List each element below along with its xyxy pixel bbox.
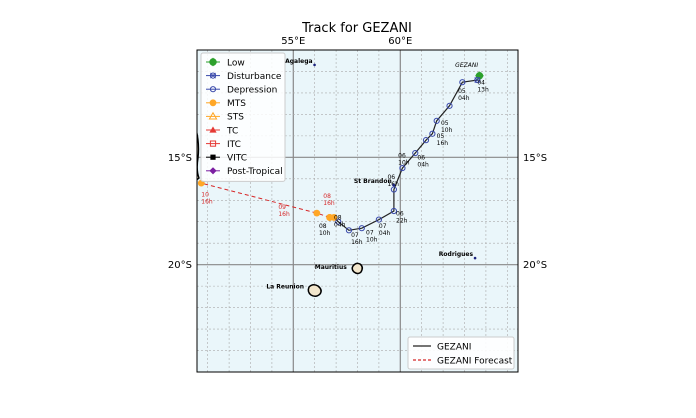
x-tick-label-top: 60°E [388,36,412,47]
legend-marker-x [210,72,216,79]
track-point-label: 07 [366,230,374,237]
chart-title: Track for GEZANI [301,21,412,36]
legend-label: VITC [227,154,247,164]
legend-label: TC [226,126,238,136]
track-point-label: 04h [379,230,391,237]
track-point-label: 07 [379,223,387,230]
forecast-track-line [201,182,330,218]
legend-label: STS [227,113,244,123]
place-labels: Agalega St Brandon Rodrigues Mauritius La Re… [266,58,477,290]
track-point-label: 04h [417,161,429,168]
track-point-label: 10 [201,192,209,199]
track-point-depression [390,207,397,215]
track-point-depression [399,164,406,172]
track-point-depression [335,218,342,225]
legend-marker [209,99,217,107]
y-tick-label-left: 15°S [168,153,192,164]
track-point-label: 22h [396,217,408,224]
track-point-label: 05 [441,120,449,127]
track-point-label: 09 [278,204,286,211]
mauritius-island [351,262,364,275]
track-point-depression [412,149,419,157]
place-label: Agalega [285,58,312,65]
track-point-label: 06 [387,174,395,181]
track-point-label: 16h [278,211,290,218]
storm-name-label: GEZANI [455,62,478,69]
legend-box [200,52,286,182]
track-point-depression [422,137,430,144]
place-marker [313,63,316,67]
place-label: St Brandon [354,178,392,185]
track-point-disturbance [474,76,481,84]
observed-track-line [329,75,481,231]
place-label: Mauritius [315,264,348,271]
track-point-depression [433,117,440,124]
x-tick-label-top: 55°E [281,36,305,47]
legend-marker [210,154,216,160]
track-point-depression [375,216,382,223]
track-point-depression [429,130,436,137]
legend-label: ITC [227,140,241,150]
track-point-label: 07 [351,232,359,239]
legend-marker [209,126,217,133]
track-point-label: 10h [319,230,331,237]
legend-marker [209,86,217,93]
track-legend-label: GEZANI [437,342,471,352]
legend-label: Disturbance [227,72,282,82]
legend-marker [209,140,217,147]
legend-marker [208,111,218,120]
track-point-label: 06 [417,154,425,161]
y-tick-label-left: 20°S [168,260,192,271]
place-label: La Reunion [266,283,304,290]
track-point-label: 10h [366,237,378,244]
track-legend-box [407,336,515,370]
track-point-label: 16h [437,140,449,147]
y-tick-label-right: 20°S [523,260,547,271]
legend-marker-cross [208,57,218,67]
track-point-label: 10h [441,127,453,134]
track-point-label: 08 [334,215,342,222]
storm-tracks [201,75,481,231]
legend-marker [209,72,217,79]
track-point-label: 13h [477,86,489,93]
track-point-label: 16h [201,199,213,206]
track-point-depression [459,79,466,86]
track-point-mts [313,209,321,217]
track-point-depression [358,225,365,232]
track-points [197,71,484,234]
track-point-label: 05 [458,88,466,95]
legend-label: Post-Tropical [227,167,283,177]
legend-label: Low [227,58,245,68]
track-point-depression [345,227,353,234]
track-point-depression [390,186,397,193]
track-point-label: 10h [398,159,410,166]
track-point-label: 16h [351,239,363,246]
track-point-label: 04h [458,95,470,102]
track-point-label: 04 [477,79,485,86]
place-marker [473,256,477,260]
track-point-label: 05 [437,133,445,140]
track-point-label: 08 [323,193,331,200]
track-point-mts [326,214,334,221]
reunion-island [307,283,322,298]
legend-label: Depression [227,86,277,96]
axis-ticks: 55°E 60°E 15°S 15°S 20°S 20°S [168,36,547,271]
place-marker [392,183,396,187]
place-label: Rodrigues [439,251,474,258]
category-legend: Low Disturbance Depression MTS STS TC ITC VITC P… [200,52,286,182]
track-legend: GEZANI GEZANI Forecast [407,336,515,370]
legend-label: MTS [227,99,246,109]
track-point-label: 06 [396,210,404,217]
legend-marker [209,167,217,175]
track-point-label: 06 [398,152,406,159]
plot-frame [196,49,519,373]
track-point-label: 04h [334,222,346,229]
track-point-label: 16h [323,200,335,207]
track-point-label: 08 [319,223,327,230]
track-point-disturbance-x [474,77,481,83]
y-tick-label-right: 15°S [523,153,547,164]
track-point-depression [446,102,453,109]
track-legend-label: GEZANI Forecast [437,356,513,366]
